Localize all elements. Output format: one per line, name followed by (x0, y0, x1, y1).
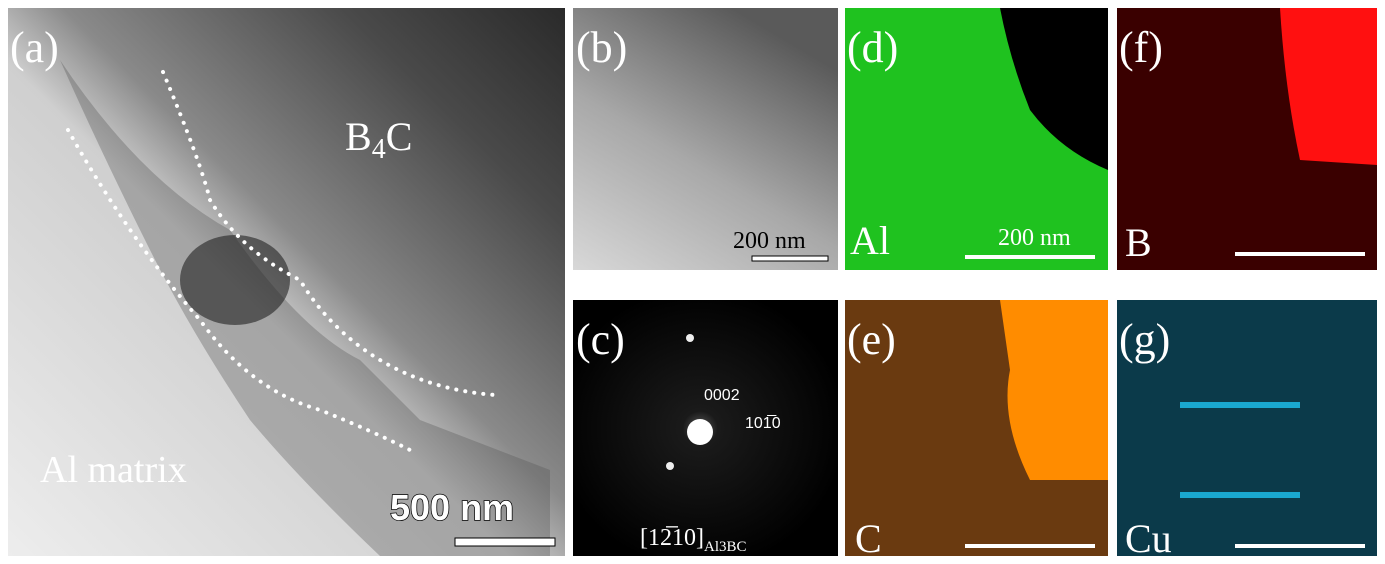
spot (666, 462, 674, 470)
phase-label: Al matrix (40, 449, 187, 491)
scale-text: 200 nm (733, 228, 806, 254)
panel-label: (e) (847, 315, 896, 364)
panel-label: (b) (576, 23, 627, 72)
scale-bar (1235, 544, 1365, 548)
scale-text: 500 nm (390, 487, 514, 528)
panel-label: (g) (1119, 315, 1170, 364)
scale-bar (965, 544, 1095, 548)
panel-label: (f) (1119, 23, 1163, 72)
particle (180, 235, 290, 325)
element-label: B (1125, 220, 1152, 265)
eds-map-region (1180, 402, 1300, 408)
scale-bar (752, 256, 828, 261)
scale-bar (455, 538, 555, 546)
eds-map-region (1180, 492, 1300, 498)
element-label: Cu (1125, 516, 1172, 561)
element-label: C (855, 516, 882, 561)
spot-label: 101̅0 (745, 414, 781, 432)
scale-bar (965, 255, 1095, 259)
spot (686, 334, 694, 342)
scale-text: 200 nm (998, 225, 1071, 251)
panel-label: (c) (576, 315, 625, 364)
central-spot (687, 419, 713, 445)
spot-label: 0002 (704, 387, 740, 404)
figure: (a) B4C Al matrix 500 nm (b) 200 nm (c) … (0, 0, 1385, 564)
scale-bar (1235, 252, 1365, 256)
element-label: Al (850, 218, 890, 263)
panel-label: (a) (10, 23, 59, 72)
panel-label: (d) (847, 23, 898, 72)
